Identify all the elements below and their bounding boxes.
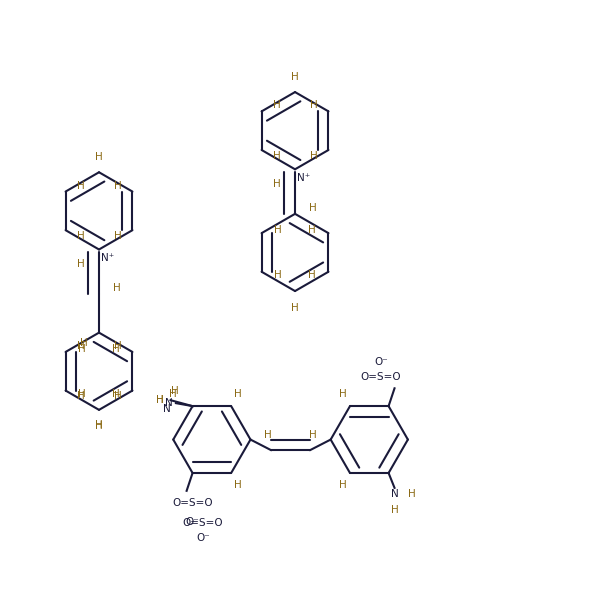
Text: H: H (79, 338, 87, 348)
Text: H: H (309, 203, 316, 213)
Text: H: H (308, 270, 316, 280)
Text: H: H (114, 181, 122, 191)
Text: H: H (78, 388, 86, 399)
Text: N⁺: N⁺ (297, 173, 311, 183)
Text: N: N (163, 404, 171, 414)
Text: H: H (310, 151, 318, 161)
Text: O⁻: O⁻ (186, 517, 200, 527)
Text: O=S=O: O=S=O (172, 498, 213, 508)
Text: H: H (113, 283, 121, 293)
Text: H: H (274, 225, 282, 235)
Text: H: H (76, 181, 84, 191)
Text: H: H (114, 391, 122, 402)
Text: H: H (95, 420, 103, 429)
Text: H: H (265, 431, 272, 440)
Text: H: H (171, 386, 179, 396)
Text: H: H (308, 225, 316, 235)
Text: H: H (156, 395, 164, 405)
Text: H: H (95, 422, 103, 431)
Text: H: H (169, 389, 177, 399)
Text: O=S=O: O=S=O (182, 518, 224, 527)
Text: H: H (272, 100, 280, 110)
Text: H: H (95, 153, 103, 162)
Text: H: H (274, 270, 282, 280)
Text: H: H (112, 388, 120, 399)
Text: H: H (114, 231, 122, 241)
Text: H: H (291, 303, 299, 312)
Text: H: H (114, 341, 122, 351)
Text: O=S=O: O=S=O (361, 372, 402, 382)
Text: H: H (310, 100, 318, 110)
Text: H: H (76, 231, 84, 241)
Text: H: H (76, 341, 84, 351)
Text: H: H (272, 151, 280, 161)
Text: H: H (339, 389, 347, 399)
Text: H: H (309, 431, 316, 440)
Text: H: H (156, 395, 164, 405)
Text: N⁺: N⁺ (101, 254, 114, 263)
Text: N: N (390, 489, 398, 499)
Text: H: H (291, 72, 299, 82)
Text: H: H (77, 260, 85, 269)
Text: H: H (112, 344, 120, 354)
Text: O⁻: O⁻ (374, 358, 388, 367)
Text: H: H (234, 480, 242, 490)
Text: N: N (165, 398, 173, 408)
Text: H: H (339, 480, 347, 490)
Text: H: H (234, 389, 242, 399)
Text: O⁻: O⁻ (196, 533, 210, 542)
Text: H: H (274, 179, 281, 189)
Text: H: H (76, 391, 84, 402)
Text: H: H (408, 489, 416, 499)
Text: H: H (390, 505, 398, 515)
Text: H: H (78, 344, 86, 354)
